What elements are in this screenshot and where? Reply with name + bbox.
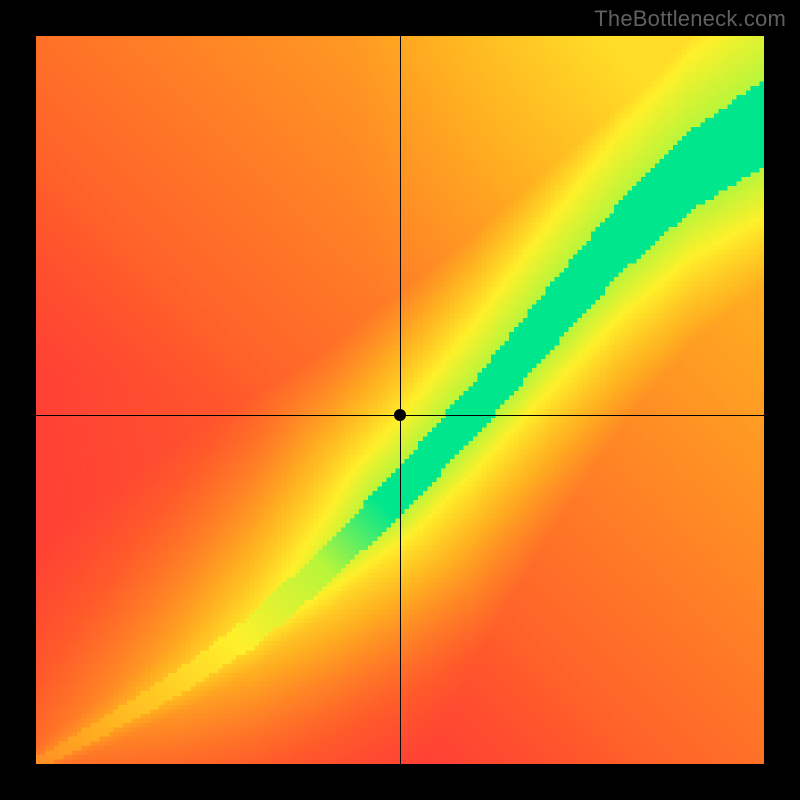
- heatmap-plot: [36, 36, 764, 764]
- watermark-text: TheBottleneck.com: [594, 6, 786, 32]
- crosshair-vertical: [400, 36, 401, 764]
- intersection-marker: [394, 409, 406, 421]
